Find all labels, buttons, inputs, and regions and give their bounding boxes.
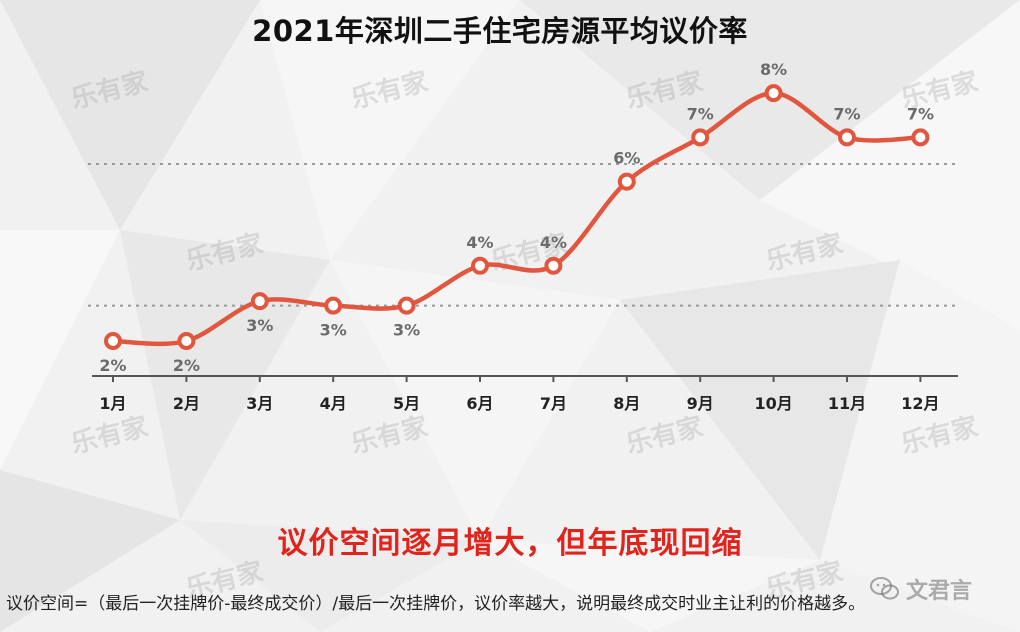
x-tick-label: 6月 <box>466 394 493 413</box>
data-label: 7% <box>907 104 934 123</box>
x-tick-label: 9月 <box>687 394 714 413</box>
x-tick-label: 1月 <box>99 394 126 413</box>
x-tick-label: 12月 <box>901 394 939 413</box>
data-label: 7% <box>687 104 714 123</box>
wechat-icon <box>870 577 899 600</box>
data-point <box>397 296 416 315</box>
footnote: 议价空间=（最后一次挂牌价-最终成交价）/最后一次挂牌价，议价率越大，说明最终成… <box>6 594 866 614</box>
data-label: 8% <box>760 60 787 79</box>
data-label: 3% <box>246 316 273 335</box>
data-label: 4% <box>540 233 567 252</box>
data-point <box>838 128 856 147</box>
x-tick-label: 2月 <box>173 394 200 413</box>
data-point <box>764 84 783 103</box>
data-label: 4% <box>466 233 493 252</box>
x-tick-label: 11月 <box>828 394 866 413</box>
x-tick-label: 7月 <box>540 394 567 413</box>
data-point <box>691 128 710 147</box>
chart-subtitle: 议价空间逐月增大，但年底现回缩 <box>277 526 743 561</box>
data-point <box>324 296 343 315</box>
x-tick-label: 3月 <box>246 394 273 413</box>
wechat-account-name: 文君言 <box>906 579 973 604</box>
data-label: 3% <box>393 321 420 340</box>
x-tick-label: 5月 <box>393 394 420 413</box>
data-label: 3% <box>320 321 347 340</box>
chart-title: 2021年深圳二手住宅房源平均议价率 <box>252 14 748 48</box>
x-tick-label: 10月 <box>754 394 792 413</box>
data-label: 7% <box>833 104 860 123</box>
x-tick-label: 4月 <box>320 394 347 413</box>
data-point <box>471 256 489 275</box>
data-point <box>250 292 269 311</box>
wechat-account-badge: 文君言 <box>870 573 972 605</box>
data-point <box>177 332 196 351</box>
data-label: 2% <box>173 356 200 375</box>
data-point <box>617 172 636 191</box>
x-tick-label: 8月 <box>613 394 640 413</box>
data-point <box>911 128 930 147</box>
data-point <box>544 256 563 275</box>
data-label: 6% <box>613 149 640 168</box>
data-point <box>104 332 122 351</box>
data-label: 2% <box>99 356 126 375</box>
